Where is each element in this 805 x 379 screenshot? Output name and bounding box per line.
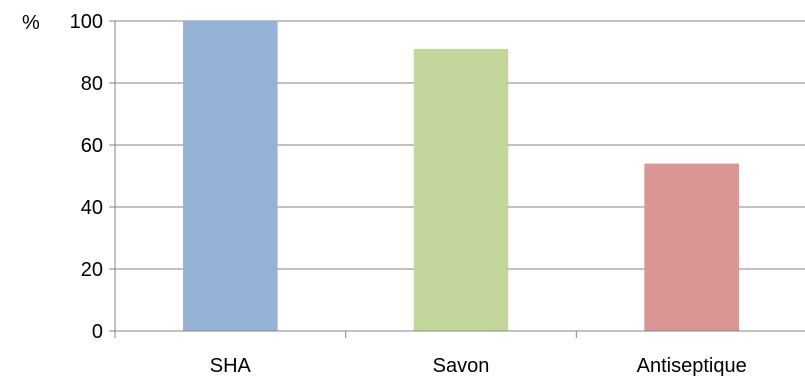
y-tick-label: 40: [81, 197, 103, 219]
axes: [109, 20, 805, 338]
bar-savon: [413, 48, 509, 332]
y-tick-label: 60: [81, 135, 103, 157]
bar-antiseptique: [644, 163, 739, 331]
labels: 0 20 40 60 80 100 SHA Savon Antiseptique: [70, 11, 747, 377]
x-category-label: SHA: [210, 355, 252, 377]
y-tick-label: 20: [81, 259, 103, 281]
bar-sha: [183, 21, 278, 331]
x-category-label: Savon: [433, 355, 490, 377]
y-tick-label: 0: [92, 321, 103, 343]
bars: [183, 21, 739, 332]
x-category-label: Antiseptique: [637, 355, 747, 377]
y-unit-label: %: [22, 12, 40, 34]
y-tick-label: 80: [81, 73, 103, 95]
y-tick-label: 100: [70, 11, 103, 33]
